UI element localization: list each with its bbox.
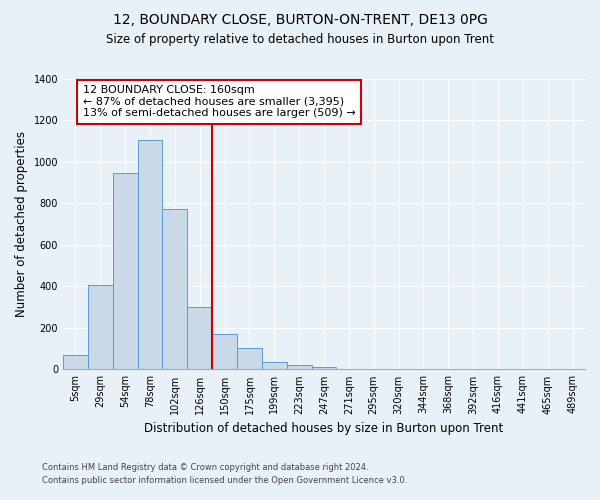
Bar [88,286,113,370]
Bar [187,307,212,370]
Bar [287,366,311,370]
Bar [113,174,137,370]
Bar [137,140,163,370]
Y-axis label: Number of detached properties: Number of detached properties [15,131,28,317]
Text: 12 BOUNDARY CLOSE: 160sqm
← 87% of detached houses are smaller (3,395)
13% of se: 12 BOUNDARY CLOSE: 160sqm ← 87% of detac… [83,85,356,118]
X-axis label: Distribution of detached houses by size in Burton upon Trent: Distribution of detached houses by size … [145,422,503,435]
Bar [311,367,337,370]
Text: Contains HM Land Registry data © Crown copyright and database right 2024.: Contains HM Land Registry data © Crown c… [42,464,368,472]
Bar [212,334,237,370]
Text: 12, BOUNDARY CLOSE, BURTON-ON-TRENT, DE13 0PG: 12, BOUNDARY CLOSE, BURTON-ON-TRENT, DE1… [113,12,487,26]
Bar [237,348,262,370]
Bar [163,208,187,370]
Text: Size of property relative to detached houses in Burton upon Trent: Size of property relative to detached ho… [106,32,494,46]
Bar [262,362,287,370]
Text: Contains public sector information licensed under the Open Government Licence v3: Contains public sector information licen… [42,476,407,485]
Bar [63,355,88,370]
